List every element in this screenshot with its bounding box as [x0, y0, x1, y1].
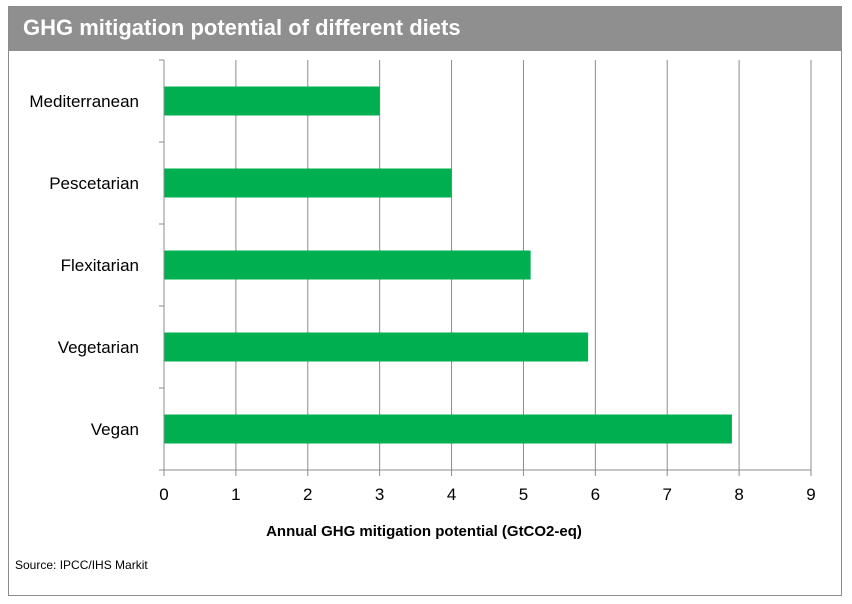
x-tick-label: 1 [231, 485, 240, 504]
x-axis-title: Annual GHG mitigation potential (GtCO2-e… [266, 523, 582, 540]
bar-vegetarian [164, 332, 589, 362]
source-note: Source: IPCC/IHS Markit [15, 558, 148, 572]
x-tick-label: 0 [159, 485, 168, 504]
category-labels: Mediterranean Pescetarian Flexitarian Veget… [29, 92, 139, 439]
category-label: Vegetarian [58, 338, 139, 357]
x-tick-label: 2 [303, 485, 312, 504]
x-tick-label: 3 [375, 485, 384, 504]
title-bar: GHG mitigation potential of different di… [9, 7, 841, 51]
bar-flexitarian [164, 250, 531, 280]
category-label: Vegan [91, 420, 139, 439]
x-tick-label: 4 [447, 485, 456, 504]
bar-pescetarian [164, 168, 452, 198]
category-label: Pescetarian [49, 174, 139, 193]
x-tick-label: 7 [662, 485, 671, 504]
tick-labels: 0 1 2 3 4 5 6 7 8 9 [159, 485, 815, 504]
x-tick-label: 8 [734, 485, 743, 504]
chart-frame: GHG mitigation potential of different di… [8, 6, 842, 596]
bar-vegan [164, 414, 732, 444]
x-tick-label: 9 [806, 485, 815, 504]
chart-title: GHG mitigation potential of different di… [23, 15, 461, 40]
category-label: Flexitarian [61, 256, 139, 275]
axes [159, 59, 812, 476]
bar-mediterranean [164, 86, 380, 116]
x-tick-label: 5 [519, 485, 528, 504]
x-tick-label: 6 [591, 485, 600, 504]
bars [164, 86, 732, 444]
category-label: Mediterranean [29, 92, 139, 111]
